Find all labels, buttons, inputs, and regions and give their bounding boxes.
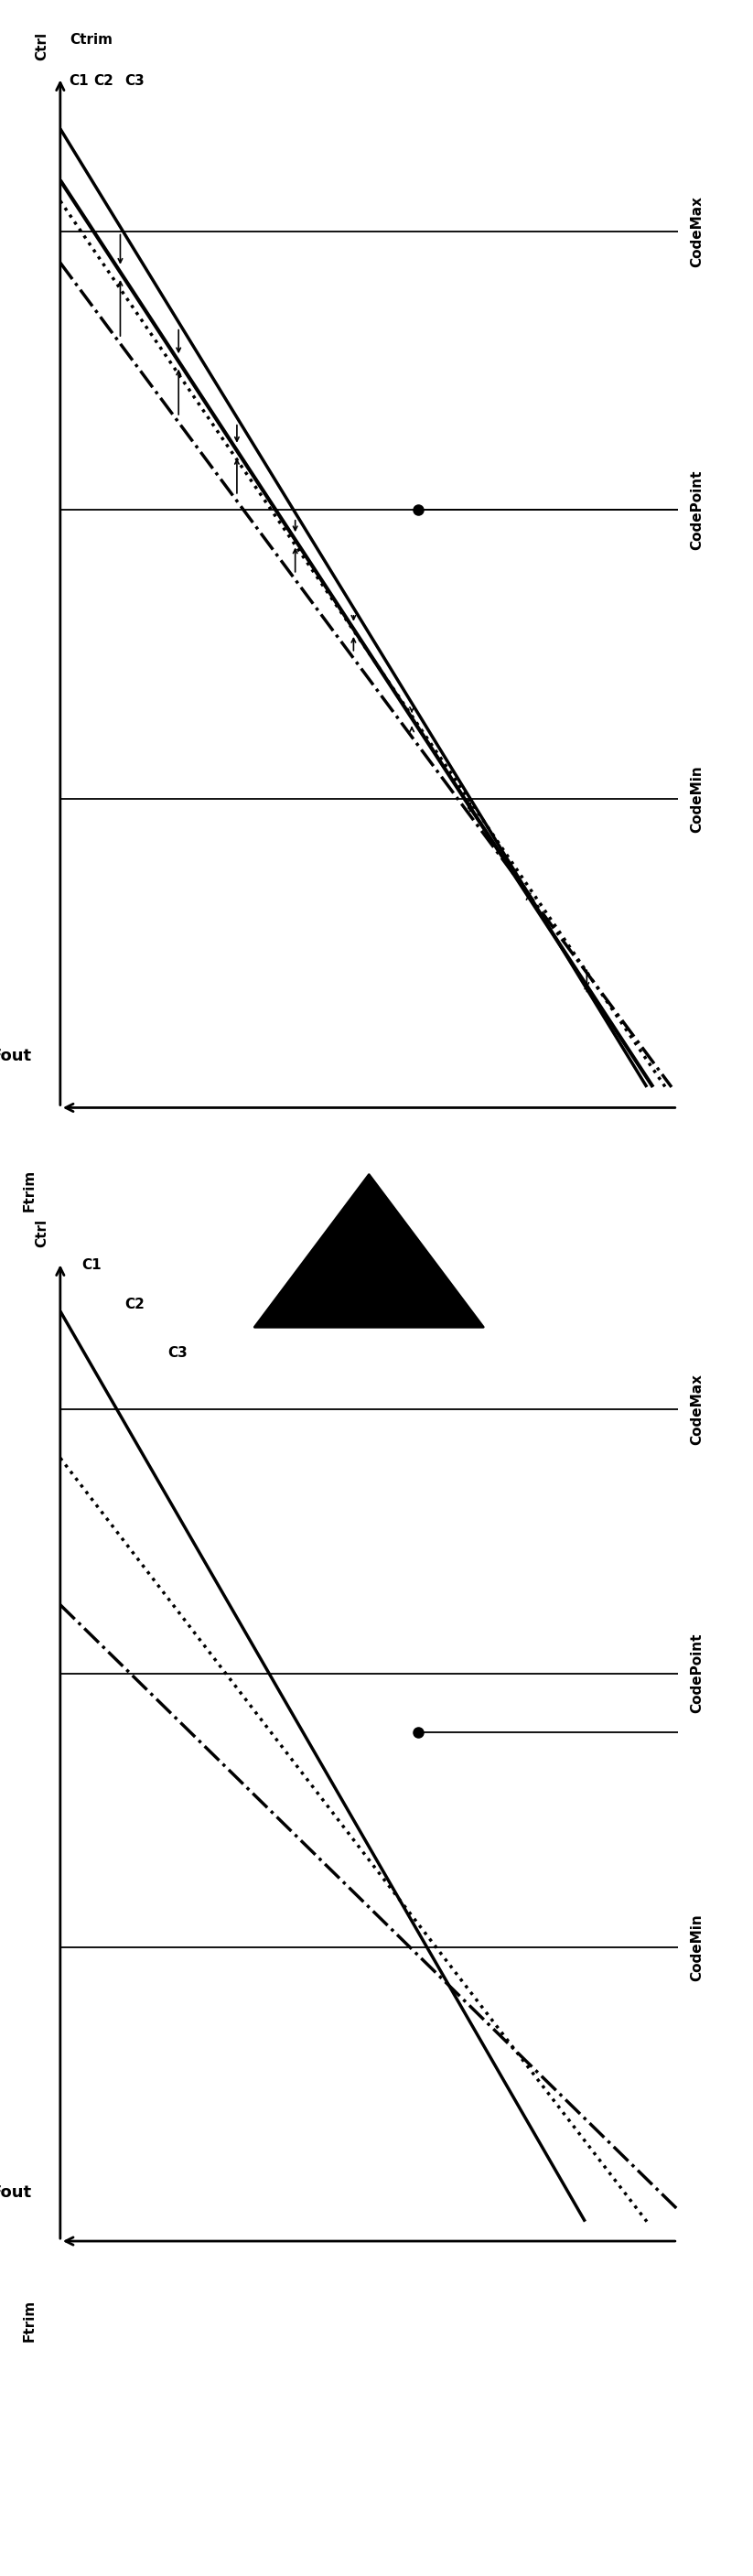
Text: CodeMin: CodeMin bbox=[690, 765, 704, 832]
Text: CodePoint: CodePoint bbox=[690, 469, 704, 551]
Text: C1: C1 bbox=[81, 1257, 101, 1273]
Text: C3: C3 bbox=[168, 1347, 187, 1360]
Text: Fout: Fout bbox=[0, 1048, 32, 1064]
Text: Ctrim: Ctrim bbox=[69, 33, 113, 46]
Text: CodePoint: CodePoint bbox=[690, 1633, 704, 1713]
Text: Ctrl: Ctrl bbox=[35, 1218, 49, 1247]
Text: C2: C2 bbox=[93, 75, 114, 88]
Text: CodeMax: CodeMax bbox=[690, 196, 704, 268]
Text: Ctrl: Ctrl bbox=[35, 31, 49, 62]
Text: C1: C1 bbox=[69, 75, 89, 88]
Text: CodeMin: CodeMin bbox=[690, 1914, 704, 1981]
Text: C3: C3 bbox=[124, 75, 145, 88]
Text: C2: C2 bbox=[124, 1298, 145, 1311]
Text: Fout: Fout bbox=[0, 2184, 32, 2200]
Text: Ftrim: Ftrim bbox=[23, 2300, 36, 2342]
Text: CodeMax: CodeMax bbox=[690, 1373, 704, 1445]
Text: Ftrim: Ftrim bbox=[23, 1170, 36, 1211]
